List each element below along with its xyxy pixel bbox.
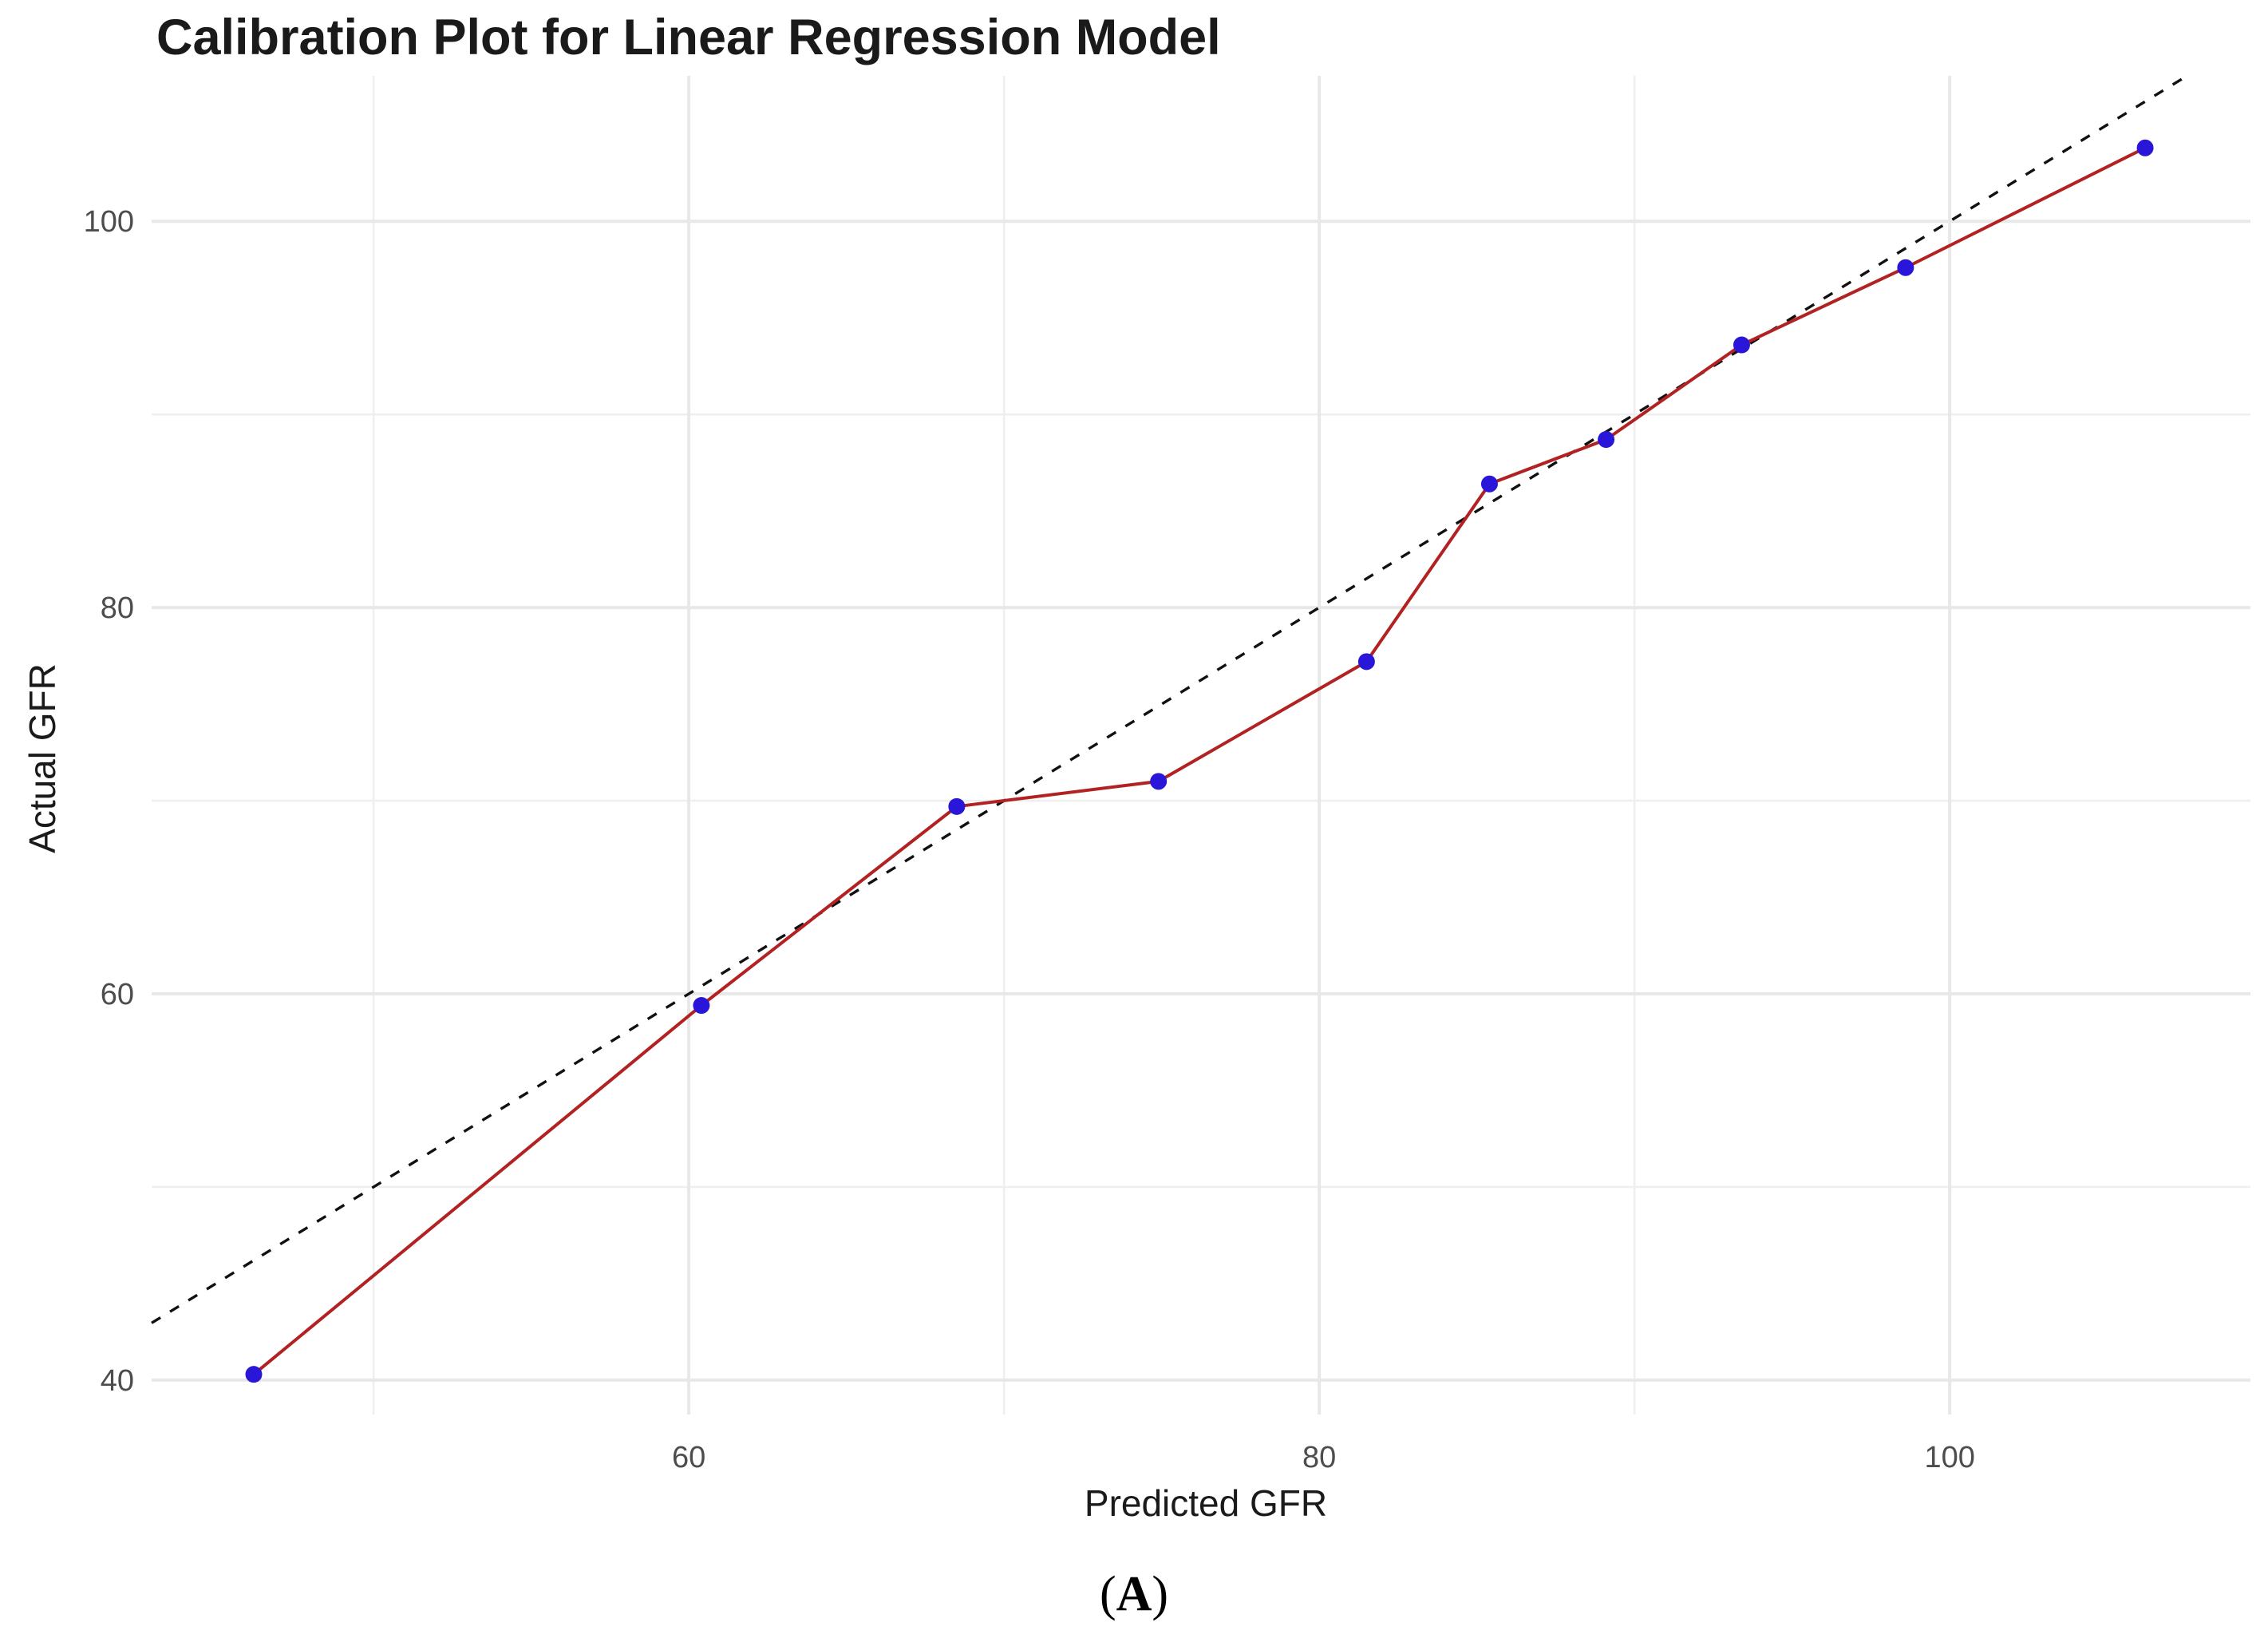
y-tick-label-80: 80	[101, 592, 134, 625]
calibration-point-3	[948, 797, 966, 815]
calibration-point-9	[1897, 259, 1914, 276]
y-axis-title: Actual GFR	[22, 663, 63, 853]
x-tick-label-80: 80	[1302, 1441, 1336, 1474]
axis-tick-labels: 60 80 100 40 60 80 100	[84, 205, 1975, 1474]
panel-label: (A)	[1100, 1566, 1168, 1623]
panel-label-open-paren: (	[1099, 1567, 1116, 1621]
calibration-series-layer	[245, 139, 2154, 1383]
calibration-point-2	[693, 997, 710, 1015]
calibration-point-10	[2136, 139, 2154, 156]
calibration-point-8	[1733, 336, 1750, 354]
gridlines-minor	[152, 76, 2250, 1415]
x-tick-label-60: 60	[672, 1441, 705, 1474]
x-axis-title: Predicted GFR	[1084, 1482, 1328, 1524]
identity-reference-line-layer	[151, 74, 2188, 1324]
gridlines-major	[152, 76, 2250, 1415]
y-tick-label-100: 100	[84, 205, 134, 239]
chart-title: Calibration Plot for Linear Regression M…	[156, 10, 1221, 65]
x-tick-label-100: 100	[1924, 1441, 1974, 1474]
calibration-point-7	[1598, 431, 1615, 449]
calibration-point-4	[1150, 773, 1168, 790]
calibration-point-1	[245, 1366, 263, 1383]
y-tick-label-40: 40	[101, 1364, 134, 1398]
identity-dashed-line	[151, 74, 2188, 1324]
y-tick-label-60: 60	[101, 978, 134, 1011]
calibration-line	[251, 146, 2147, 1376]
panel-label-letter: A	[1116, 1567, 1152, 1621]
calibration-point-6	[1480, 475, 1498, 493]
calibration-point-5	[1357, 653, 1375, 671]
panel-label-close-paren: )	[1152, 1567, 1169, 1621]
